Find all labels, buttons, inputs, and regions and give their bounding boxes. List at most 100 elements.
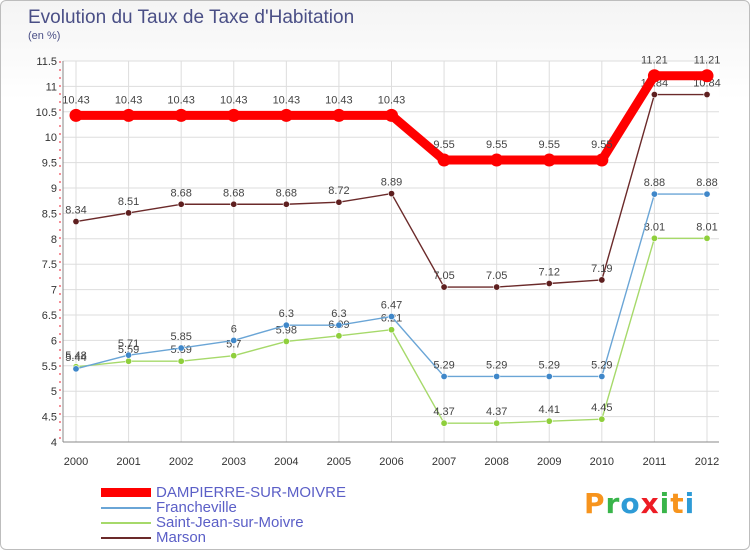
data-point bbox=[387, 190, 395, 198]
data-point bbox=[125, 357, 133, 365]
logo-letter: x bbox=[640, 487, 660, 520]
data-point bbox=[177, 200, 185, 208]
data-point bbox=[598, 372, 606, 380]
data-label: 5.29 bbox=[486, 359, 507, 371]
y-tick-label: 7.5 bbox=[42, 259, 57, 271]
data-label: 8.01 bbox=[696, 221, 717, 233]
data-point bbox=[440, 372, 448, 380]
data-label: 8.01 bbox=[644, 221, 665, 233]
logo-letter: r bbox=[605, 487, 621, 520]
legend-swatch-saint-jean bbox=[101, 522, 151, 524]
logo-letter: P bbox=[584, 487, 606, 520]
chart-title: Evolution du Taux de Taxe d'Habitation bbox=[28, 7, 355, 28]
legend-swatch-marson bbox=[101, 537, 151, 539]
data-point bbox=[335, 321, 343, 329]
x-tick-label: 2009 bbox=[537, 456, 561, 468]
logo-letter: t bbox=[670, 487, 685, 520]
x-tick-label: 2010 bbox=[590, 456, 614, 468]
data-point bbox=[542, 153, 556, 167]
y-tick-label: 10 bbox=[45, 132, 57, 144]
data-point bbox=[493, 419, 501, 427]
data-label: 10.43 bbox=[167, 94, 195, 106]
data-point bbox=[174, 108, 188, 122]
data-point bbox=[650, 91, 658, 99]
y-tick-label: 7 bbox=[51, 285, 57, 297]
data-point bbox=[125, 351, 133, 359]
data-label: 4.45 bbox=[591, 402, 612, 414]
data-point bbox=[227, 108, 241, 122]
data-label: 5.29 bbox=[433, 359, 454, 371]
x-tick-label: 2001 bbox=[116, 456, 140, 468]
data-label: 9.55 bbox=[433, 139, 454, 151]
data-point bbox=[703, 190, 711, 198]
data-label: 10.43 bbox=[115, 94, 143, 106]
data-label: 5.29 bbox=[591, 359, 612, 371]
data-point bbox=[332, 108, 346, 122]
chart-subtitle: (en %) bbox=[28, 30, 61, 42]
data-point bbox=[598, 276, 606, 284]
data-label: 6.3 bbox=[279, 308, 294, 320]
x-tick-label: 2012 bbox=[695, 456, 719, 468]
y-tick-label: 8.5 bbox=[42, 208, 57, 220]
data-label: 4.37 bbox=[486, 406, 507, 418]
y-tick-label: 5 bbox=[51, 386, 57, 398]
data-point bbox=[177, 357, 185, 365]
x-tick-label: 2002 bbox=[169, 456, 193, 468]
data-label: 5.44 bbox=[65, 352, 86, 364]
data-label: 11.21 bbox=[641, 55, 668, 67]
x-tick-label: 2004 bbox=[274, 456, 298, 468]
logo-letter: o bbox=[620, 487, 641, 520]
data-label: 8.89 bbox=[381, 177, 402, 189]
data-point bbox=[440, 419, 448, 427]
data-label: 10.43 bbox=[325, 94, 353, 106]
data-point bbox=[387, 313, 395, 321]
x-tick-label: 2007 bbox=[432, 456, 456, 468]
x-tick-label: 2000 bbox=[64, 456, 88, 468]
data-point bbox=[282, 337, 290, 345]
data-point bbox=[650, 190, 658, 198]
y-tick-label: 11.5 bbox=[36, 56, 57, 68]
data-label: 9.55 bbox=[539, 139, 560, 151]
data-label: 4.41 bbox=[539, 404, 560, 416]
data-point bbox=[437, 153, 451, 167]
data-point bbox=[125, 209, 133, 217]
data-point bbox=[598, 415, 606, 423]
data-point bbox=[282, 200, 290, 208]
legend-swatch-francheville bbox=[101, 507, 151, 509]
legend-label-dampierre: DAMPIERRE-SUR-MOIVRE bbox=[156, 484, 347, 501]
data-point bbox=[490, 153, 504, 167]
data-point bbox=[335, 332, 343, 340]
y-tick-label: 11 bbox=[46, 81, 57, 93]
data-point bbox=[545, 372, 553, 380]
data-point bbox=[230, 352, 238, 360]
y-tick-label: 8 bbox=[51, 234, 57, 246]
y-tick-label: 6 bbox=[51, 335, 57, 347]
data-point bbox=[703, 91, 711, 99]
x-tick-label: 2005 bbox=[327, 456, 351, 468]
data-point bbox=[650, 234, 658, 242]
data-point bbox=[647, 69, 661, 83]
data-point bbox=[703, 234, 711, 242]
legend-label-marson: Marson bbox=[156, 529, 207, 546]
data-point bbox=[282, 321, 290, 329]
x-tick-label: 2011 bbox=[643, 456, 667, 468]
data-label: 9.55 bbox=[591, 139, 612, 151]
data-label: 11.21 bbox=[694, 55, 721, 67]
data-label: 8.68 bbox=[223, 187, 244, 199]
logo-letter: i bbox=[684, 487, 696, 520]
data-label: 7.12 bbox=[539, 267, 560, 279]
data-label: 6.47 bbox=[381, 300, 402, 312]
data-label: 4.37 bbox=[433, 406, 454, 418]
legend-label-francheville: Francheville bbox=[156, 499, 237, 516]
data-label: 5.85 bbox=[170, 331, 191, 343]
data-point bbox=[122, 108, 136, 122]
data-label: 8.88 bbox=[696, 177, 717, 189]
data-point bbox=[493, 283, 501, 291]
data-point bbox=[700, 69, 714, 83]
data-point bbox=[545, 417, 553, 425]
data-label: 5.48 bbox=[65, 350, 86, 362]
data-label: 9.55 bbox=[486, 139, 507, 151]
data-label: 5.71 bbox=[118, 338, 139, 350]
y-tick-label: 6.5 bbox=[42, 310, 57, 322]
